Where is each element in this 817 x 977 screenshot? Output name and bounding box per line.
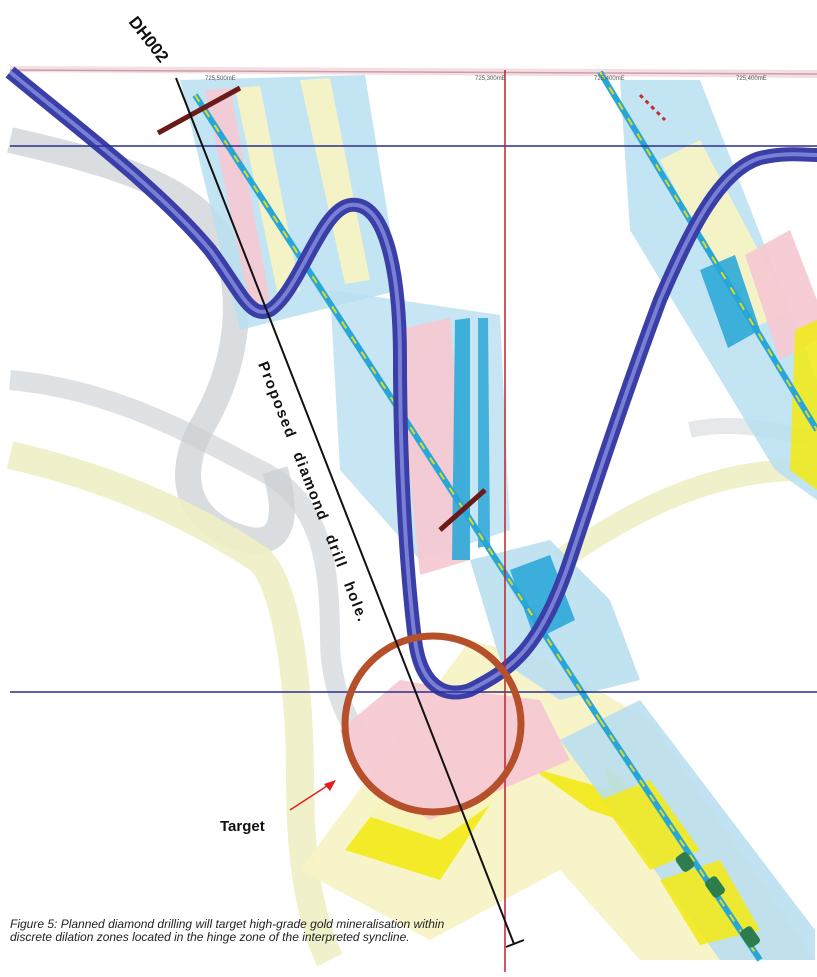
pink-hinge-block [340, 680, 570, 820]
proposed-drill-hole [175, 77, 515, 945]
blue-stripe-centre [452, 318, 470, 560]
easting-label-3: 725,400mE [594, 76, 625, 82]
existing-drill-trace-lower-core [599, 719, 761, 961]
syncline-horizon-highlight [8, 70, 817, 695]
sample-marker-1 [675, 852, 695, 872]
easting-label-1: 725,500mE [205, 76, 236, 82]
easting-label-4: 725,400mE [736, 76, 767, 82]
pale-horizon-ribbon-right [553, 459, 801, 570]
pale-horizon-ribbon [6, 441, 343, 967]
blue-stripe-centre-2 [478, 318, 490, 548]
grey-horizon-ribbon [7, 127, 295, 554]
blue-band-right [700, 255, 760, 348]
drill-hole-name: DH002 [125, 13, 173, 66]
sample-marker-3 [740, 926, 760, 948]
section-top-line [9, 69, 817, 75]
blue-hinge-stripe [510, 555, 575, 640]
yellow-band-lower-right [600, 780, 700, 870]
existing-drill-trace-right-core [599, 71, 817, 431]
target-arrowhead [324, 780, 336, 791]
target-label: Target [220, 818, 265, 835]
fault-mark-mid [438, 488, 487, 532]
pink-block-centre [395, 318, 470, 575]
easting-label-2: 725,300mE [475, 76, 506, 82]
cream-band-upper [235, 86, 300, 296]
drill-hole-end-cap [505, 939, 525, 948]
target-arrow [289, 783, 331, 811]
fault-mark-top [156, 85, 242, 136]
pink-band-upper [205, 88, 270, 306]
figure-caption: Figure 5: Planned diamond drilling will … [10, 917, 445, 944]
sample-marker-2 [705, 876, 725, 898]
cream-band-upper-2 [300, 78, 370, 284]
fault-mark-right [638, 93, 667, 122]
target-ring [341, 632, 525, 816]
pink-band-right [745, 230, 817, 360]
lower-right-limb [560, 700, 815, 960]
